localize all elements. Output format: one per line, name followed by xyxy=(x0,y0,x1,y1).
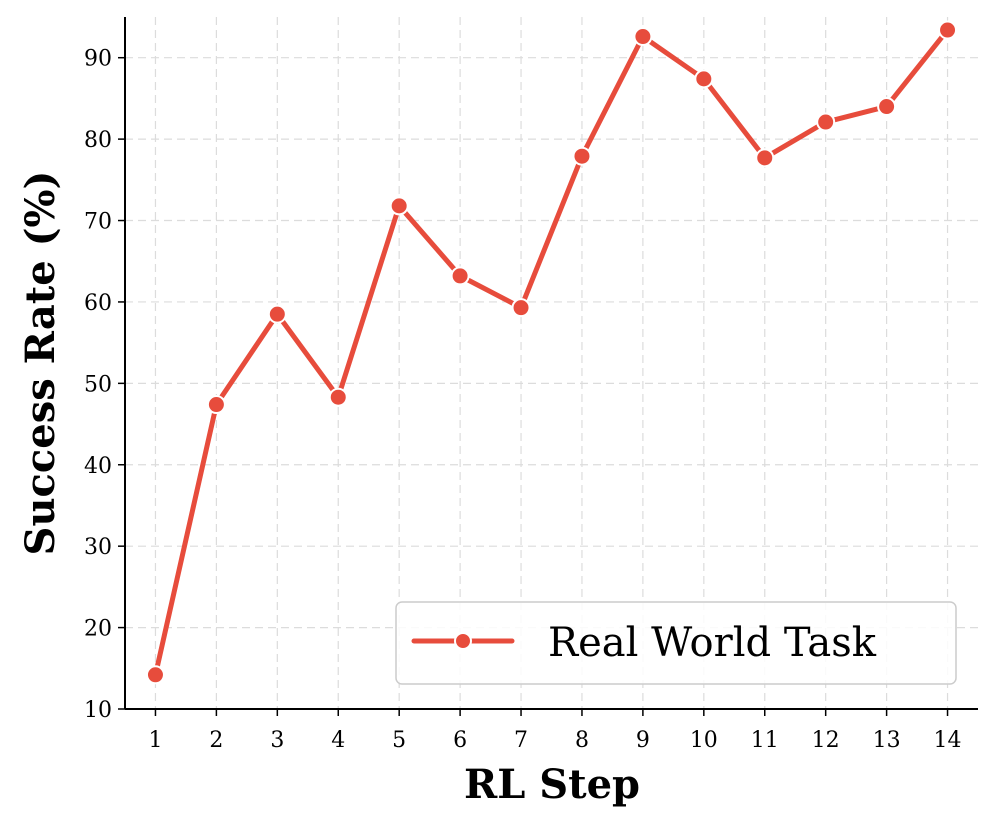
x-tick-label: 10 xyxy=(690,728,718,753)
data-point xyxy=(755,148,775,168)
y-tick-label: 10 xyxy=(84,698,112,723)
axes xyxy=(124,17,978,710)
x-tick-label: 12 xyxy=(812,728,840,753)
y-tick-label: 40 xyxy=(84,454,112,479)
x-tick-label: 2 xyxy=(209,728,223,753)
x-tick-label: 1 xyxy=(148,728,162,753)
data-point xyxy=(877,97,897,117)
y-tick-label: 30 xyxy=(84,535,112,560)
data-point xyxy=(267,304,287,324)
y-ticks: 10 20 30 40 50 60 70 80 90 xyxy=(84,47,125,723)
data-point xyxy=(938,20,958,40)
series-line xyxy=(152,27,951,678)
legend-box xyxy=(395,601,957,685)
x-ticks: 1 2 3 4 5 6 7 8 9 10 11 12 13 14 xyxy=(148,709,962,753)
y-axis-label: Success Rate (%) xyxy=(17,171,64,556)
legend: Real World Task xyxy=(395,601,957,685)
x-tick-label: 4 xyxy=(331,728,345,753)
x-tick-label: 5 xyxy=(392,728,406,753)
data-point xyxy=(450,266,470,286)
y-tick-label: 90 xyxy=(84,47,112,72)
data-point xyxy=(511,298,531,318)
y-tick-label: 20 xyxy=(84,617,112,642)
y-tick-label: 80 xyxy=(84,128,112,153)
data-point xyxy=(694,69,714,89)
legend-label: Real World Task xyxy=(548,620,877,666)
legend-marker-swatch xyxy=(454,632,472,650)
series-layer xyxy=(145,20,958,685)
grid xyxy=(125,17,978,710)
x-tick-label: 8 xyxy=(575,728,589,753)
data-point xyxy=(389,196,409,216)
data-point xyxy=(206,395,226,415)
data-point xyxy=(633,27,653,47)
y-tick-label: 60 xyxy=(84,291,112,316)
data-point xyxy=(816,112,836,132)
x-tick-label: 11 xyxy=(751,728,779,753)
x-tick-label: 7 xyxy=(514,728,528,753)
y-tick-label: 50 xyxy=(84,372,112,397)
x-tick-label: 3 xyxy=(270,728,284,753)
data-point xyxy=(145,665,165,685)
y-tick-label: 70 xyxy=(84,210,112,235)
x-axis-label: RL Step xyxy=(464,761,640,808)
data-point xyxy=(572,146,592,166)
x-tick-label: 13 xyxy=(873,728,901,753)
x-tick-label: 14 xyxy=(934,728,962,753)
data-point xyxy=(328,387,348,407)
x-tick-label: 6 xyxy=(453,728,467,753)
x-tick-label: 9 xyxy=(636,728,650,753)
